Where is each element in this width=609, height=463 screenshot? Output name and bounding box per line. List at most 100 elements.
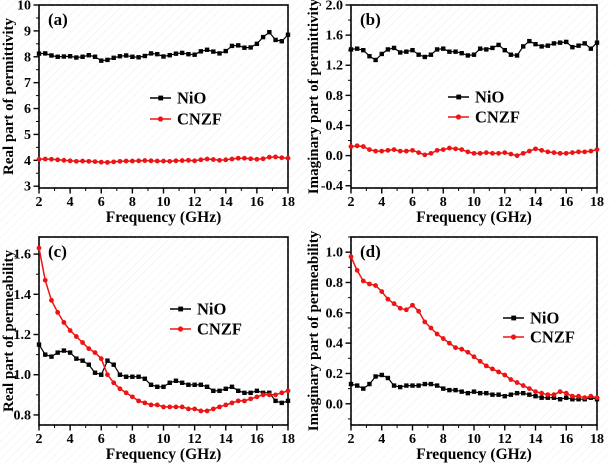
y-tick-label: 4 [24, 154, 31, 169]
legend-marker-circle [177, 326, 184, 332]
legend-label-nio: NiO [197, 300, 227, 319]
axes-frame [350, 236, 598, 426]
x-tick-label: 18 [281, 195, 295, 210]
x-tick-label: 18 [590, 432, 604, 447]
x-tick-label: 14 [219, 195, 233, 210]
legend-label-nio: NiO [530, 309, 560, 328]
x-tick-label: 6 [409, 195, 416, 210]
x-tick-label: 2 [348, 432, 355, 447]
y-tick-label: 0.4 [326, 337, 344, 352]
legend-marker-circle [455, 114, 462, 120]
axes-frame [38, 4, 289, 189]
x-tick-label: 16 [250, 432, 264, 447]
x-axis-label: Frequency (GHz) [106, 446, 222, 463]
panel-label-c: (c) [48, 242, 67, 261]
y-tick-label: 0.8 [326, 89, 344, 104]
y-tick-label: 9 [24, 24, 31, 39]
y-tick-label: 0.8 [326, 276, 344, 291]
y-tick-label: 1.6 [14, 248, 32, 263]
y-tick-label: 3 [24, 180, 31, 195]
x-axis-label: Frequency (GHz) [416, 446, 532, 463]
y-tick-label: -0.4 [321, 179, 343, 194]
y-axis-label: Imaginary part of permeability [306, 230, 322, 431]
panel-label-d: (d) [360, 242, 381, 261]
legend: NiO CNZF [150, 89, 222, 129]
series-nio [348, 372, 600, 402]
legend-label-nio: NiO [177, 89, 207, 108]
x-tick-label: 18 [590, 195, 604, 210]
x-tick-label: 14 [219, 432, 233, 447]
y-tick-label: 0.4 [326, 119, 344, 134]
y-tick-label: 1.0 [326, 246, 344, 261]
x-tick-label: 16 [559, 432, 573, 447]
x-tick-label: 16 [559, 195, 573, 210]
y-tick-label: 10 [17, 0, 31, 14]
x-tick-label: 2 [36, 432, 43, 447]
y-tick-label: 1.4 [14, 288, 32, 303]
x-tick-label: 10 [467, 195, 481, 210]
x-tick-label: 16 [250, 195, 264, 210]
x-tick-label: 2 [36, 195, 43, 210]
y-tick-label: 1.0 [14, 368, 32, 383]
series-nio [36, 342, 291, 406]
x-tick-label: 4 [67, 195, 74, 210]
x-tick-label: 8 [440, 432, 447, 447]
y-tick-label: 6 [24, 102, 31, 117]
y-axis-ticks: -0.4 0.0 0.4 0.8 1.2 1.6 2.0 [321, 0, 351, 194]
x-tick-label: 10 [157, 432, 171, 447]
y-tick-label: 0.0 [326, 397, 344, 412]
series-nio [348, 38, 600, 63]
x-tick-label: 14 [529, 195, 543, 210]
legend-marker-circle [510, 334, 517, 340]
x-tick-label: 6 [98, 195, 105, 210]
x-axis-ticks: 2 4 6 8 10 12 14 16 18 [36, 425, 295, 447]
y-tick-label: 7 [24, 76, 31, 91]
x-tick-label: 12 [498, 432, 512, 447]
y-tick-label: 0.2 [326, 367, 344, 382]
x-axis-ticks: 2 4 6 8 10 12 14 16 18 [36, 188, 295, 210]
x-tick-label: 4 [67, 432, 74, 447]
x-axis-ticks: 2 4 6 8 10 12 14 16 18 [348, 188, 604, 210]
panel-label-a: (a) [48, 10, 68, 29]
y-tick-label: 1.2 [14, 328, 32, 343]
x-tick-label: 12 [498, 195, 512, 210]
series-nio [36, 29, 291, 63]
y-axis-ticks: 0.0 0.2 0.4 0.6 0.8 1.0 [326, 236, 351, 420]
x-tick-label: 18 [281, 432, 295, 447]
x-tick-label: 8 [440, 195, 447, 210]
series-cnzf [36, 245, 291, 414]
x-tick-label: 10 [157, 195, 171, 210]
y-tick-label: 1.6 [326, 29, 344, 44]
x-axis-ticks: 2 4 6 8 10 12 14 16 18 [348, 425, 604, 447]
legend-label-cnzf: CNZF [177, 110, 222, 129]
subplot-b-imaginary-permittivity: 2 4 6 8 10 12 14 16 18 -0.4 0.0 0.4 0.8 1.2 1.6 2.0 NiOC… [306, 0, 604, 226]
axes-frame [38, 236, 289, 426]
y-axis-label: Real part of permittivity [1, 17, 17, 175]
x-tick-label: 4 [378, 432, 385, 447]
x-tick-label: 12 [188, 195, 202, 210]
y-tick-label: 0.8 [14, 408, 32, 423]
legend-label-cnzf: CNZF [197, 320, 242, 339]
series-cnzf [348, 254, 600, 401]
x-tick-label: 8 [129, 432, 136, 447]
series-cnzf [348, 143, 600, 159]
y-tick-label: 0.0 [326, 149, 344, 164]
x-axis-label: Frequency (GHz) [106, 209, 222, 226]
x-tick-label: 2 [348, 195, 355, 210]
legend-marker-square [511, 315, 517, 321]
y-axis-ticks: 3 4 5 6 7 8 9 10 [17, 0, 39, 195]
x-tick-label: 4 [378, 195, 385, 210]
x-tick-label: 8 [129, 195, 136, 210]
legend-marker-square [178, 306, 184, 312]
x-tick-label: 10 [467, 432, 481, 447]
panel-label-b: (b) [360, 10, 381, 29]
y-tick-label: 8 [24, 50, 31, 65]
legend-marker-square [158, 95, 164, 101]
series-cnzf [36, 154, 291, 165]
